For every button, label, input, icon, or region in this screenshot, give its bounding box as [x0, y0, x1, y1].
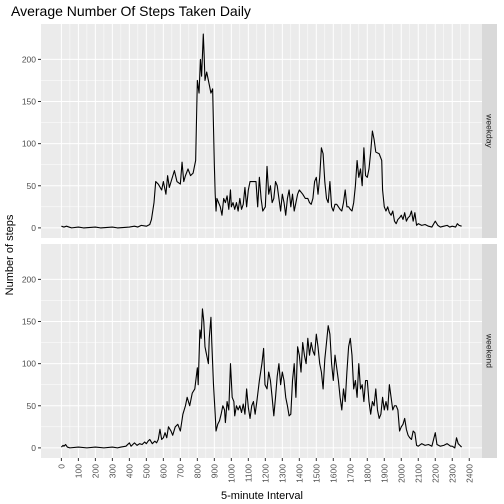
x-tick-label: 2100 — [413, 464, 423, 483]
y-tick-label: 0 — [31, 223, 36, 233]
x-tick-label: 200 — [90, 464, 100, 478]
chart-title: Average Number Of Steps Taken Daily — [11, 3, 251, 19]
series-line-weekend — [61, 308, 462, 449]
panel-weekday: 0 50 100 150 200 weekday — [22, 24, 497, 238]
x-tick-label: 1900 — [379, 464, 389, 483]
x-tick-label: 2000 — [396, 464, 406, 483]
x-tick-label: 2400 — [464, 464, 474, 483]
x-tick-label: 400 — [124, 464, 134, 478]
x-tick-label: 1400 — [294, 464, 304, 483]
y-tick-label: 50 — [27, 401, 37, 411]
facet-strip-label: weekday — [485, 113, 495, 148]
x-tick-label: 100 — [73, 464, 83, 478]
x-tick-label: 1600 — [328, 464, 338, 483]
y-axis-title: Number of steps — [4, 214, 16, 295]
x-tick-label: 800 — [192, 464, 202, 478]
facet-strip — [482, 24, 497, 238]
y-tick-label: 0 — [31, 443, 36, 453]
x-tick-label: 1200 — [260, 464, 270, 483]
y-tick-label: 100 — [22, 139, 36, 149]
chart-panels: 0 50 100 150 200 weekday 0 50 100 150 200 weekend — [22, 24, 497, 458]
y-tick-label: 150 — [22, 317, 36, 327]
x-tick-label: 700 — [175, 464, 185, 478]
panel-background — [41, 24, 482, 238]
x-tick-label: 2200 — [430, 464, 440, 483]
facet-strip-label: weekend — [485, 333, 495, 368]
x-tick-label: 2300 — [447, 464, 457, 483]
x-tick-label: 600 — [158, 464, 168, 478]
x-tick-label: 1000 — [226, 464, 236, 483]
x-tick-label: 1500 — [311, 464, 321, 483]
y-tick-label: 100 — [22, 359, 36, 369]
x-tick-label: 0 — [56, 464, 66, 469]
panel-weekend: 0 50 100 150 200 weekend — [22, 244, 497, 458]
y-tick-label: 200 — [22, 54, 36, 64]
facet-strip — [482, 244, 497, 458]
x-tick-label: 300 — [107, 464, 117, 478]
x-tick-label: 500 — [141, 464, 151, 478]
y-tick-label: 200 — [22, 274, 36, 284]
x-tick-label: 900 — [209, 464, 219, 478]
x-axis-title: 5-minute Interval — [221, 490, 303, 502]
series-line-weekday — [61, 33, 462, 229]
y-tick-label: 50 — [27, 181, 37, 191]
x-tick-label: 1100 — [243, 464, 253, 483]
x-tick-label: 1700 — [345, 464, 355, 483]
x-tick-label: 1800 — [362, 464, 372, 483]
x-axis: 0 100 200 300 400 500 600 700 800 900 1000 1100 1200… — [56, 458, 474, 483]
panel-background — [41, 244, 482, 458]
y-tick-label: 150 — [22, 97, 36, 107]
x-tick-label: 1300 — [277, 464, 287, 483]
